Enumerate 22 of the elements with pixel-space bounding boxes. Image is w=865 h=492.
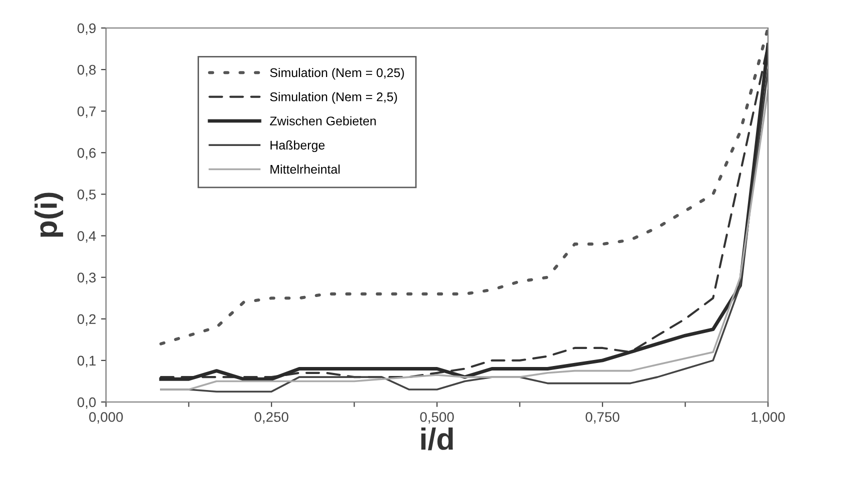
y-axis-title: p(i): [34, 192, 64, 237]
legend-label: Simulation (Nem = 0,25): [270, 68, 404, 80]
y-tick-label: 0,0: [78, 397, 96, 409]
x-tick-label: 1,000: [752, 412, 785, 424]
legend-label: Mittelrheintal: [270, 164, 340, 174]
legend-label: Simulation (Nem = 2,5): [270, 92, 397, 104]
x-tick-label: 0,000: [89, 412, 123, 424]
legend-label: Zwischen Gebieten: [270, 116, 376, 126]
x-tick-label: 0,500: [420, 412, 454, 424]
y-tick-label: 0,2: [78, 314, 96, 326]
y-tick-label: 0,9: [78, 23, 96, 35]
legend-label: Haßberge: [270, 140, 325, 152]
y-tick-label: 0,3: [78, 272, 96, 284]
y-tick-label: 0,7: [78, 106, 96, 118]
x-axis-title: i/d: [421, 427, 453, 450]
y-tick-label: 0,1: [78, 356, 96, 368]
y-tick-label: 0,4: [78, 231, 96, 243]
y-tick-label: 0,8: [78, 64, 96, 76]
y-tick-label: 0,6: [78, 148, 96, 160]
y-tick-label: 0,5: [78, 190, 96, 202]
x-tick-label: 0,250: [254, 412, 288, 424]
x-tick-label: 0,750: [586, 412, 620, 424]
